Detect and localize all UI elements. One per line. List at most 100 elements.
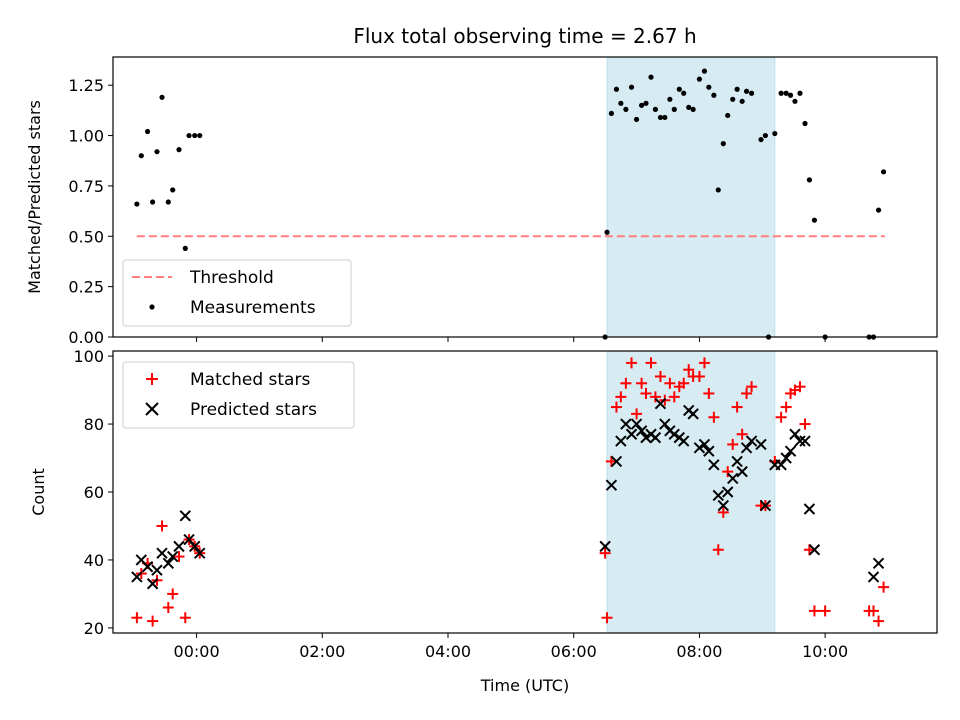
predicted-star-point (151, 564, 163, 576)
matched-star-point (878, 581, 890, 593)
matched-star-point (722, 466, 734, 478)
y-tick-label: 1.25 (68, 76, 104, 95)
measurement-point (144, 128, 151, 135)
predicted-star-point (721, 486, 734, 498)
y-tick-label: 20 (84, 619, 104, 638)
measurement-point (134, 201, 140, 207)
matched-star-point (868, 605, 880, 617)
measurement-point (652, 106, 659, 112)
measurement-point (706, 84, 712, 90)
measurement-point (787, 92, 794, 98)
measurement-point (739, 98, 745, 104)
measurement-point (676, 86, 682, 92)
measurement-point (690, 106, 696, 112)
predicted-star-point (146, 578, 159, 590)
y-tick-label: 0.75 (68, 177, 104, 196)
predicted-star-point (605, 479, 618, 491)
measurement-point (748, 90, 755, 96)
predicted-star-point (712, 489, 724, 502)
x-tick-label: 02:00 (299, 642, 345, 661)
matched-star-point (167, 588, 179, 600)
measurement-point (686, 104, 692, 110)
predicted-star-point (167, 550, 179, 563)
predicted-star-point (189, 540, 201, 553)
measurement-point (138, 153, 144, 159)
matched-star-point (708, 411, 720, 423)
matched-star-point (746, 381, 758, 393)
predicted-star-point (740, 442, 753, 454)
legend-matched-swatch (146, 373, 158, 385)
measurement-point (638, 102, 645, 108)
predicted-star-point (731, 455, 743, 468)
x-tick-label: 10:00 (802, 642, 848, 661)
matched-star-point (626, 357, 638, 369)
matched-star-point (731, 401, 743, 413)
predicted-star-point (677, 435, 690, 447)
predicted-star-point (803, 503, 816, 515)
matched-star-point (610, 401, 622, 413)
predicted-star-point (156, 547, 168, 559)
measurement-point (667, 96, 673, 102)
predicted-star-point (640, 431, 652, 444)
ratio-legend: Threshold Measurements (122, 259, 352, 327)
predicted-star-point (194, 547, 206, 559)
matched-star-point (147, 615, 159, 627)
matched-star-point (712, 544, 724, 556)
count-subplot: 00:00 02:00 04:00 06:00 08:00 10:00 20 40 60 80 1… (29, 347, 938, 695)
measurement-point (633, 116, 640, 123)
matched-star-point (654, 370, 666, 382)
y-tick-label: 0.25 (68, 278, 104, 297)
predicted-star-point (784, 445, 797, 457)
matched-star-point (794, 381, 806, 393)
predicted-star-point (141, 561, 154, 573)
measurement-point (720, 141, 726, 147)
predicted-star-point (708, 459, 720, 471)
measurement-point (802, 120, 808, 127)
matched-star-point (636, 377, 648, 389)
measurement-point (880, 169, 887, 175)
matched-star-point (179, 612, 191, 624)
predicted-star-point (775, 459, 787, 471)
matched-star-point (173, 551, 185, 563)
matched-star-point (601, 612, 613, 624)
predicted-star-point (755, 438, 767, 451)
legend-measurements-swatch (149, 304, 155, 310)
predicted-star-point (759, 499, 772, 512)
predicted-star-point (745, 435, 758, 447)
y-tick-label: 80 (84, 415, 104, 434)
predicted-star-point (615, 435, 627, 447)
matched-star-point (717, 506, 729, 518)
legend-threshold-label: Threshold (189, 268, 274, 288)
x-tick-label: 04:00 (425, 642, 471, 661)
matched-star-point (727, 438, 739, 450)
measurement-point (792, 98, 798, 104)
measurement-point (608, 110, 615, 117)
predicted-star-point (659, 418, 671, 430)
predicted-star-point (799, 435, 811, 447)
matched-star-point (631, 408, 643, 420)
predicted-star-point (687, 408, 699, 420)
x-tick-label: 06:00 (551, 642, 597, 661)
measurement-point (182, 245, 188, 251)
predicted-star-point (727, 472, 739, 485)
measurement-point (648, 74, 654, 80)
matched-star-point (873, 615, 885, 627)
measurement-point (730, 96, 736, 102)
measurement-point (197, 132, 203, 139)
predicted-star-point (654, 397, 667, 410)
measurement-point (875, 207, 882, 213)
measurement-point (701, 68, 708, 74)
matched-star-point (741, 387, 753, 399)
measurement-point (662, 114, 668, 121)
measurement-point (783, 90, 789, 96)
matched-star-point (698, 357, 710, 369)
measurement-point (671, 106, 677, 112)
measurement-point (149, 199, 156, 205)
measurement-point (715, 187, 721, 193)
matched-star-point (683, 364, 695, 376)
matched-star-point (678, 377, 690, 389)
measurement-point (734, 86, 740, 92)
y-tick-label: 60 (84, 483, 104, 502)
matched-star-point (615, 391, 627, 403)
